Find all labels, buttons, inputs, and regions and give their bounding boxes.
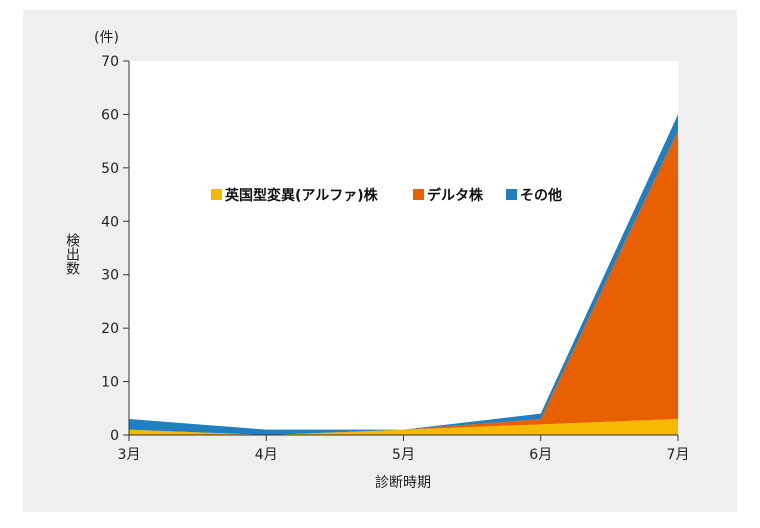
y-tick-label: 10 bbox=[101, 375, 119, 391]
area-series-2 bbox=[129, 130, 678, 435]
y-tick-label: 40 bbox=[101, 214, 119, 230]
y-tick-label: 0 bbox=[110, 428, 119, 444]
x-tick-label: 5月 bbox=[392, 447, 415, 463]
y-tick-label: 30 bbox=[101, 268, 119, 284]
y-tick-label: 50 bbox=[101, 161, 119, 177]
y-tick-label: 20 bbox=[101, 321, 119, 337]
x-tick-label: 6月 bbox=[529, 447, 552, 463]
y-unit-label: (件) bbox=[94, 30, 119, 46]
x-tick-label: 7月 bbox=[667, 447, 690, 463]
legend: 英国型変異(アルファ)株 デルタ株 その他 bbox=[211, 187, 562, 204]
x-axis-title: 診断時期 bbox=[375, 475, 431, 491]
area-series-1 bbox=[129, 418, 678, 435]
y-tick-label: 60 bbox=[101, 107, 119, 123]
x-ticks: 3月 4月 5月 6月 7月 bbox=[118, 435, 690, 463]
y-tick-label: 70 bbox=[101, 54, 119, 70]
y-ticks: 0 10 20 30 40 50 60 70 bbox=[101, 54, 129, 444]
legend-label-3: その他 bbox=[520, 187, 562, 204]
x-tick-label: 4月 bbox=[255, 447, 278, 463]
area-layers bbox=[129, 114, 678, 435]
legend-label-1: 英国型変異(アルファ)株 bbox=[224, 187, 379, 204]
legend-swatch-3 bbox=[506, 189, 517, 200]
x-tick-label: 3月 bbox=[118, 447, 141, 463]
y-axis-title: 検出数 bbox=[64, 233, 80, 275]
legend-swatch-1 bbox=[211, 189, 222, 200]
legend-swatch-2 bbox=[413, 189, 424, 200]
legend-label-2: デルタ株 bbox=[427, 187, 484, 204]
